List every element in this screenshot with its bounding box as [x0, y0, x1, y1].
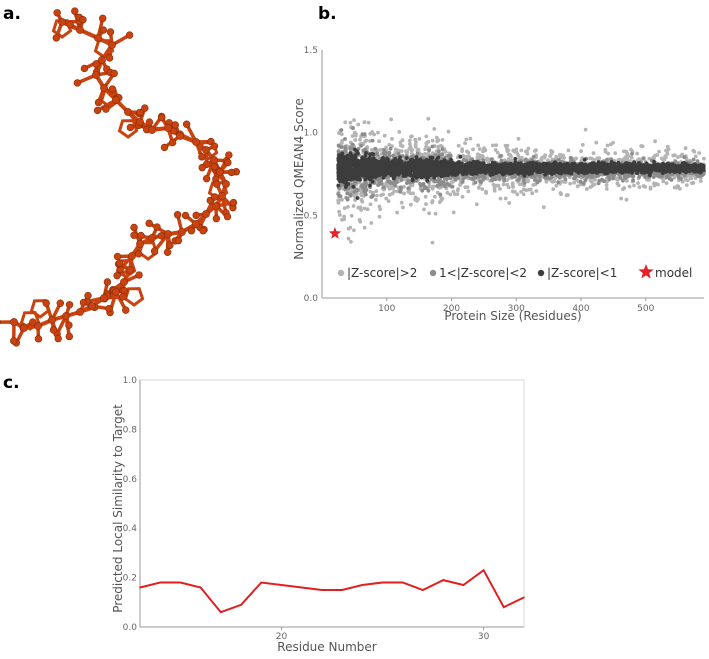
model-point-star — [328, 227, 342, 239]
local-x-tick-label: 20 — [276, 632, 288, 642]
legend-marker — [537, 269, 545, 277]
data-point — [442, 579, 445, 581]
qmean-x-tick-label: 400 — [572, 304, 589, 314]
legend-marker — [429, 269, 437, 277]
legend-entry: 1<|Z-score|<2 — [439, 266, 527, 280]
qmean-x-tick-label: 200 — [443, 304, 460, 314]
data-point — [300, 586, 303, 589]
local-x-tick-label: 30 — [478, 632, 490, 642]
data-point — [240, 604, 242, 606]
data-point — [321, 589, 323, 591]
legend-marker — [337, 269, 345, 277]
panel-label-c: c. — [3, 373, 20, 393]
qmean-y-axis-title: Normalized QMEAN4 Score — [292, 98, 306, 260]
qmean-x-tick-label: 500 — [637, 304, 654, 314]
data-point — [199, 586, 202, 589]
data-point — [523, 596, 525, 599]
legend-entry: |Z-score|>2 — [347, 266, 417, 280]
data-point — [159, 581, 161, 584]
local-similarity-points — [139, 569, 525, 613]
local-y-axis-title: Predicted Local Similarity to Target — [111, 404, 125, 613]
data-point — [179, 581, 182, 584]
data-point — [280, 584, 283, 586]
data-point — [220, 611, 222, 613]
molecule-structure-image — [0, 7, 240, 347]
data-point — [341, 589, 343, 591]
legend-entry: |Z-score|<1 — [547, 266, 617, 280]
data-point — [482, 569, 485, 571]
qmean-x-tick-label: 300 — [508, 304, 525, 314]
local-y-tick-label: 0.4 — [123, 524, 138, 534]
legend-marker-star — [638, 264, 654, 279]
data-point — [462, 584, 465, 586]
local-y-tick-label: 0.8 — [123, 425, 138, 435]
data-point — [381, 581, 384, 584]
local-plot-area — [139, 379, 525, 628]
local-x-axis-title: Residue Number — [277, 640, 376, 654]
data-point — [139, 586, 141, 589]
qmean-y-tick-label: 1.0 — [304, 129, 319, 139]
panel-label-b: b. — [318, 4, 337, 24]
qmean-y-tick-label: 1.5 — [304, 46, 318, 56]
data-point — [401, 581, 404, 584]
qmean-x-tick-label: 100 — [378, 304, 395, 314]
data-point — [422, 589, 424, 591]
qmean-points — [336, 116, 706, 245]
local-y-tick-label: 1.0 — [123, 376, 138, 386]
data-point — [361, 584, 364, 586]
qmean-y-tick-label: 0.0 — [304, 294, 319, 304]
data-point — [260, 581, 263, 584]
local-y-tick-label: 0.2 — [123, 574, 137, 584]
local-similarity-line — [139, 568, 525, 614]
qmean-x-axis-title: Protein Size (Residues) — [444, 309, 581, 323]
local-y-tick-label: 0.0 — [123, 623, 138, 633]
local-y-tick-label: 0.6 — [123, 475, 138, 485]
legend-entry: model — [655, 266, 692, 280]
qmean-y-tick-label: 0.5 — [304, 211, 318, 221]
panel-label-a: a. — [3, 4, 21, 24]
data-point — [503, 606, 505, 608]
